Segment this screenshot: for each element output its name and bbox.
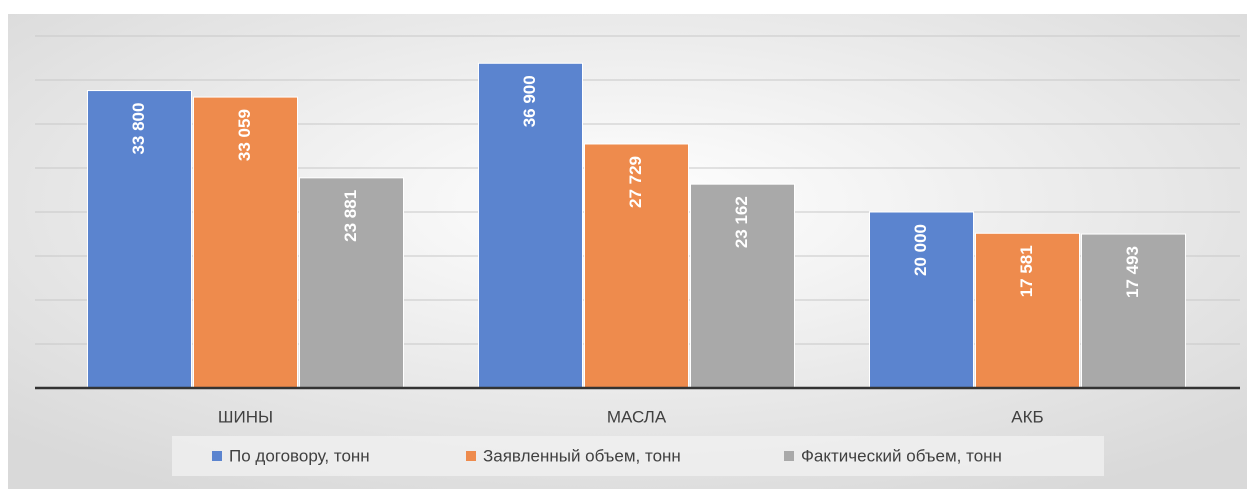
x-tick-label: МАСЛА: [607, 407, 667, 426]
data-label: 17 581: [1017, 245, 1036, 297]
data-label: 20 000: [911, 224, 930, 276]
legend-swatch: [466, 451, 476, 461]
legend-label: Заявленный объем, тонн: [483, 446, 681, 465]
bar: [690, 183, 795, 389]
x-tick-label: АКБ: [1011, 407, 1043, 426]
legend-swatch: [212, 451, 222, 461]
bar: [869, 211, 974, 389]
bar: [478, 62, 583, 389]
bar: [87, 90, 192, 389]
bar: [299, 177, 404, 389]
bar: [1081, 233, 1186, 389]
legend-box: [172, 436, 1104, 476]
x-tick-label: ШИНЫ: [218, 407, 273, 426]
data-label: 23 162: [732, 196, 751, 248]
data-label: 33 059: [235, 109, 254, 161]
data-label: 33 800: [129, 103, 148, 155]
data-label: 36 900: [520, 75, 539, 127]
bar: [193, 96, 298, 389]
legend-label: По договору, тонн: [229, 446, 370, 465]
legend-swatch: [784, 451, 794, 461]
data-label: 27 729: [626, 156, 645, 208]
data-label: 17 493: [1123, 246, 1142, 298]
data-label: 23 881: [341, 190, 360, 242]
bar: [584, 143, 689, 389]
bar: [975, 232, 1080, 389]
legend-label: Фактический объем, тонн: [801, 446, 1002, 465]
